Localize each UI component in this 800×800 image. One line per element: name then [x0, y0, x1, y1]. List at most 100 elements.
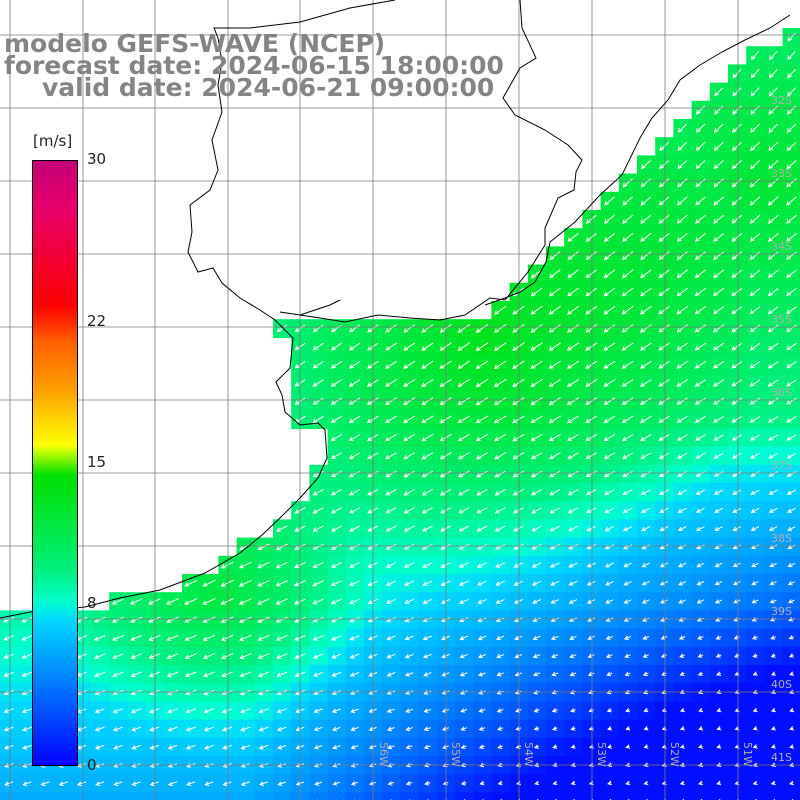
- wind-arrow: [676, 305, 688, 315]
- wind-arrow: [603, 232, 616, 243]
- wind-arrow: [640, 489, 651, 496]
- wind-arrow: [586, 562, 596, 568]
- wind-arrow: [622, 251, 634, 261]
- wind-arrow: [258, 708, 269, 714]
- wind-arrow: [603, 397, 616, 406]
- wind-cell: [109, 792, 128, 800]
- wind-arrow: [166, 616, 179, 623]
- wind-arrow: [676, 360, 688, 369]
- wind-arrow: [385, 342, 397, 351]
- wind-arrow: [695, 178, 706, 188]
- colorbar-tick: 8: [87, 594, 97, 613]
- wind-arrow: [640, 251, 652, 261]
- wind-arrow: [385, 598, 396, 605]
- latitude-label: 39S: [771, 605, 792, 618]
- wind-arrow: [639, 342, 652, 351]
- wind-arrow: [623, 562, 632, 568]
- wind-arrow: [497, 726, 504, 731]
- wind-arrow: [676, 214, 688, 224]
- wind-arrow: [385, 433, 397, 442]
- wind-arrow: [749, 379, 761, 387]
- wind-arrow: [677, 160, 688, 170]
- wind-arrow: [421, 397, 434, 406]
- wind-arrow: [768, 141, 779, 152]
- latitude-label: 36S: [771, 386, 792, 399]
- wind-arrow: [677, 141, 688, 152]
- wind-arrow: [130, 671, 142, 678]
- wind-arrow: [749, 397, 761, 405]
- wind-arrow: [387, 744, 395, 750]
- wind-arrow: [621, 397, 634, 406]
- wind-arrow: [495, 635, 505, 641]
- wind-arrow: [585, 360, 598, 369]
- wind-arrow: [312, 361, 324, 369]
- wind-arrow: [404, 653, 414, 659]
- wind-arrow: [770, 653, 776, 658]
- wind-arrow: [749, 233, 761, 242]
- wind-arrow: [698, 726, 704, 731]
- wind-arrow: [750, 123, 760, 134]
- wind-arrow: [770, 635, 776, 640]
- wind-arrow: [239, 708, 251, 714]
- wind-arrow: [607, 744, 613, 749]
- wind-arrow: [566, 415, 580, 424]
- wind-arrow: [697, 635, 704, 640]
- wind-arrow: [788, 653, 794, 658]
- wind-arrow: [530, 287, 543, 297]
- wind-arrow: [424, 781, 431, 786]
- wind-arrow: [257, 634, 270, 641]
- wind-arrow: [749, 324, 761, 333]
- wind-arrow: [716, 726, 722, 731]
- wind-arrow: [494, 452, 507, 460]
- wind-arrow: [623, 635, 632, 640]
- wind-arrow: [696, 599, 705, 604]
- wind-arrow: [767, 214, 779, 224]
- wind-arrow: [677, 470, 688, 477]
- wind-arrow: [787, 50, 796, 61]
- wind-arrow: [713, 214, 725, 224]
- wind-arrow: [695, 196, 706, 206]
- forecast-date: forecast date: 2024-06-15 18:00:00: [4, 51, 504, 80]
- wind-arrow: [257, 543, 270, 550]
- wind-arrow: [21, 726, 32, 732]
- wind-arrow: [349, 525, 361, 532]
- wind-arrow: [93, 635, 106, 641]
- wind-arrow: [475, 342, 489, 352]
- wind-arrow: [530, 269, 543, 279]
- wind-arrow: [220, 598, 234, 605]
- wind-arrow: [694, 415, 706, 423]
- wind-arrow: [731, 269, 743, 279]
- wind-arrow: [567, 269, 579, 279]
- wind-arrow: [185, 744, 196, 750]
- wind-arrow: [385, 488, 397, 496]
- wind-arrow: [457, 378, 471, 388]
- wind-arrow: [458, 507, 470, 514]
- wind-arrow: [585, 452, 597, 460]
- coastline-uruguay-brazil: [299, 299, 341, 316]
- wind-arrow: [21, 616, 33, 623]
- coastline-atlantic-brazil: [484, 14, 791, 306]
- wind-cell: [546, 792, 565, 800]
- wind-arrow: [767, 196, 779, 206]
- wind-arrow: [731, 415, 743, 423]
- wind-arrow: [548, 342, 561, 351]
- wind-arrow: [658, 452, 670, 459]
- wind-cell: [400, 792, 420, 800]
- wind-arrow: [220, 579, 234, 587]
- wind-arrow: [713, 306, 725, 315]
- wind-arrow: [659, 562, 669, 568]
- wind-arrow: [694, 342, 707, 351]
- wind-arrow: [606, 671, 613, 677]
- wind-arrow: [460, 780, 467, 786]
- wind-arrow: [658, 397, 670, 405]
- wind-arrow: [348, 360, 361, 369]
- wind-arrow: [749, 342, 761, 351]
- wind-arrow: [679, 744, 685, 749]
- wind-arrow: [403, 415, 416, 424]
- wind-arrow: [202, 653, 215, 660]
- wind-arrow: [240, 781, 250, 787]
- latitude-label: 32S: [771, 94, 792, 107]
- wind-arrow: [566, 360, 580, 369]
- wind-arrow: [4, 781, 14, 787]
- wind-arrow: [403, 360, 416, 369]
